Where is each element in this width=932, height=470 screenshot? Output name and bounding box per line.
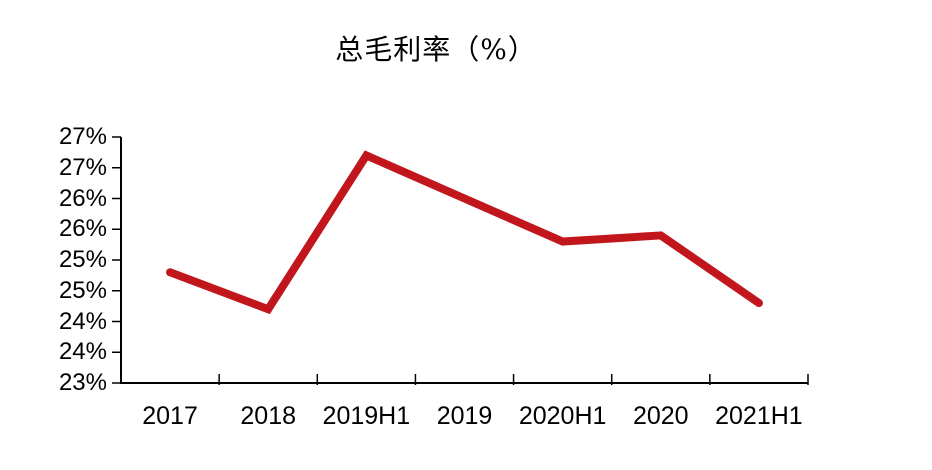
x-axis-tick-label: 2018 (240, 402, 297, 430)
y-axis-tick-label: 24% (58, 307, 107, 335)
series-line (166, 150, 763, 315)
y-axis-tick-label: 24% (58, 338, 107, 366)
x-axis-tick-label: 2020H1 (518, 402, 607, 430)
y-axis-tick-label: 23% (58, 369, 107, 396)
y-axis-tick-label: 26% (58, 215, 107, 243)
x-axis-tick-label: 2019 (436, 402, 493, 430)
x-axis-tick-label: 2017 (142, 402, 198, 430)
y-axis-tick-label: 27% (58, 153, 107, 181)
axes (120, 137, 808, 384)
y-axis-tick-label: 27% (58, 123, 107, 150)
x-axis-tick-label: 2020 (632, 402, 689, 430)
x-axis-tick-label: 2021H1 (715, 402, 803, 430)
x-axis-ticks (218, 374, 809, 385)
chart-title: 总毛利率（%） (335, 33, 537, 66)
y-axis-tick-label: 25% (58, 246, 107, 273)
y-axis-tick-label: 25% (58, 276, 107, 304)
y-axis-tick-label: 26% (58, 184, 107, 212)
y-axis-ticks (112, 136, 121, 384)
x-axis-tick-label: 2019H1 (322, 402, 411, 430)
